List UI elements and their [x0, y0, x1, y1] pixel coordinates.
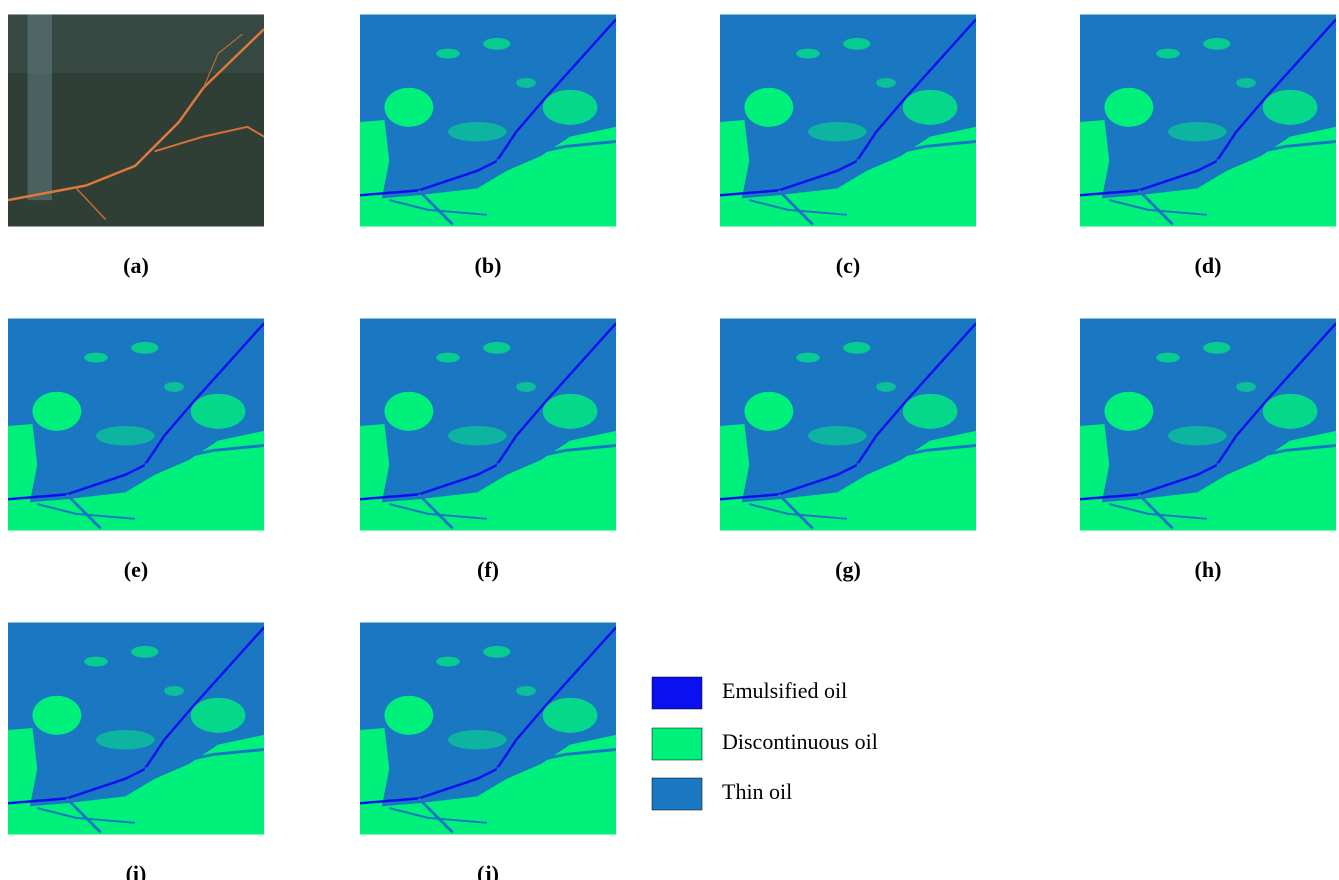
legend-label: Thin oil: [722, 779, 792, 804]
legend-swatch: [652, 778, 702, 810]
classification-map: [720, 318, 976, 530]
classification-map: [8, 318, 264, 530]
legend-swatch: [652, 728, 702, 760]
panel-label: (h): [1195, 557, 1222, 582]
classification-map: [1080, 318, 1336, 530]
panel-label: (e): [124, 557, 148, 582]
panel-label: (c): [836, 253, 860, 278]
panel-label: (a): [123, 253, 149, 278]
classification-map: [360, 622, 616, 834]
figure: Emulsified oil Discontinuous oil Thin oi…: [0, 0, 1339, 880]
panel-label: (b): [475, 253, 502, 278]
legend: Emulsified oil Discontinuous oil Thin oi…: [652, 677, 878, 810]
legend-label: Emulsified oil: [722, 678, 847, 703]
classification-map: [360, 14, 616, 226]
legend-swatch: [652, 677, 702, 709]
panel-label: (i): [126, 861, 147, 880]
legend-label: Discontinuous oil: [722, 729, 878, 754]
classification-map: [720, 14, 976, 226]
panel-label: (f): [477, 557, 499, 582]
classification-map: [360, 318, 616, 530]
panel-label: (d): [1195, 253, 1222, 278]
panel-label: (g): [835, 557, 861, 582]
photo: [8, 14, 264, 226]
classification-map: [1080, 14, 1336, 226]
classification-map: [8, 622, 264, 834]
panel-label: (j): [477, 861, 499, 880]
